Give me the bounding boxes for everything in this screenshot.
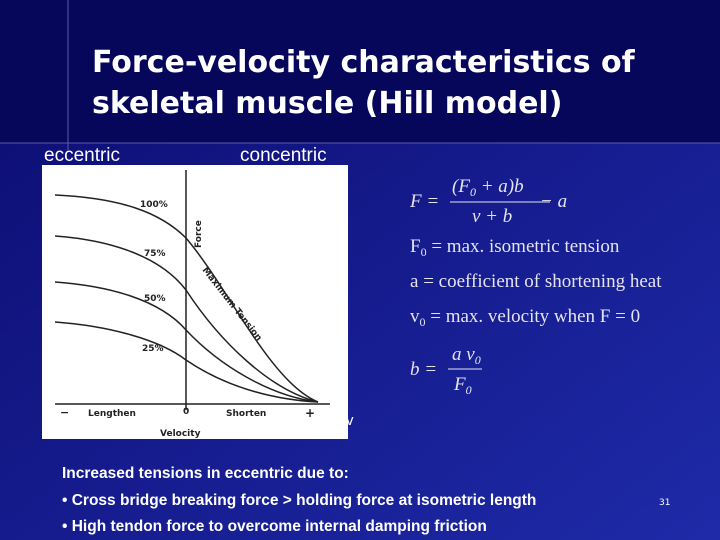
equation-denominator: v + b bbox=[472, 206, 512, 227]
x-axis-title: Velocity bbox=[160, 429, 201, 439]
x-axis-origin: 0 bbox=[183, 407, 189, 417]
definition-text: = max. velocity when F = 0 bbox=[426, 306, 641, 327]
eq-sub: 0 bbox=[466, 383, 472, 397]
title-line: Force-velocity characteristics of bbox=[92, 45, 636, 80]
definition-sub: 0 bbox=[420, 315, 426, 329]
notes-bullet: • Cross bridge breaking force > holding … bbox=[62, 492, 536, 509]
eq-sub: 0 bbox=[470, 185, 476, 199]
curve-label: 100% bbox=[140, 200, 168, 210]
concentric-label: concentric bbox=[240, 145, 327, 166]
equation-tail: − a bbox=[540, 191, 567, 212]
figure: 100% 75% 50% 25% Force Maximum Tension −… bbox=[42, 165, 348, 439]
definition: F0 = max. isometric tension bbox=[410, 236, 620, 259]
curve-label: 25% bbox=[142, 344, 164, 354]
velocity-symbol: v bbox=[346, 412, 354, 429]
x-axis-plus: + bbox=[305, 406, 315, 420]
eq-part: F bbox=[453, 374, 466, 395]
eq-part: (F bbox=[452, 176, 470, 197]
curve bbox=[54, 194, 319, 403]
curve-label: 50% bbox=[144, 294, 166, 304]
definition-text: = max. isometric tension bbox=[427, 236, 620, 257]
eq-part: + a)b bbox=[476, 176, 524, 197]
x-axis-minus: − bbox=[60, 406, 69, 419]
eccentric-label: eccentric bbox=[44, 145, 120, 166]
slide-number: 31 bbox=[659, 498, 670, 508]
curve bbox=[54, 235, 319, 403]
x-axis-lengthen: Lengthen bbox=[88, 409, 136, 419]
b-numerator: a v0 bbox=[452, 344, 481, 367]
curve bbox=[54, 321, 319, 403]
definition-text: = coefficient of shortening heat bbox=[418, 271, 662, 292]
definition: v0 = max. velocity when F = 0 bbox=[410, 306, 640, 329]
x-axis-shorten: Shorten bbox=[226, 409, 266, 419]
definition-sub: 0 bbox=[421, 245, 427, 259]
b-denominator: F0 bbox=[453, 374, 472, 397]
notes-bullet: • High tendon force to overcome internal… bbox=[62, 518, 487, 535]
equation-lhs: F = bbox=[409, 191, 439, 212]
eq-sub: 0 bbox=[475, 353, 481, 367]
notes-heading: Increased tensions in eccentric due to: bbox=[62, 465, 349, 482]
title-line: skeletal muscle (Hill model) bbox=[92, 86, 562, 121]
force-axis-label: Force bbox=[194, 220, 204, 248]
eq-part: a v bbox=[452, 344, 475, 365]
notes: Increased tensions in eccentric due to: … bbox=[62, 465, 536, 535]
definition: a = coefficient of shortening heat bbox=[410, 271, 662, 292]
equation-numerator: (F0 + a)b bbox=[452, 176, 524, 199]
curve-label: 75% bbox=[144, 249, 166, 259]
definition-symbol: v bbox=[410, 306, 420, 327]
curve bbox=[54, 281, 319, 403]
header-band bbox=[0, 0, 720, 143]
definition-symbol: F bbox=[410, 236, 421, 257]
equations: F = (F0 + a)b v + b − a F0 = max. isomet… bbox=[409, 176, 662, 397]
b-lhs: b = bbox=[410, 359, 437, 380]
definition-symbol: a bbox=[410, 271, 419, 292]
